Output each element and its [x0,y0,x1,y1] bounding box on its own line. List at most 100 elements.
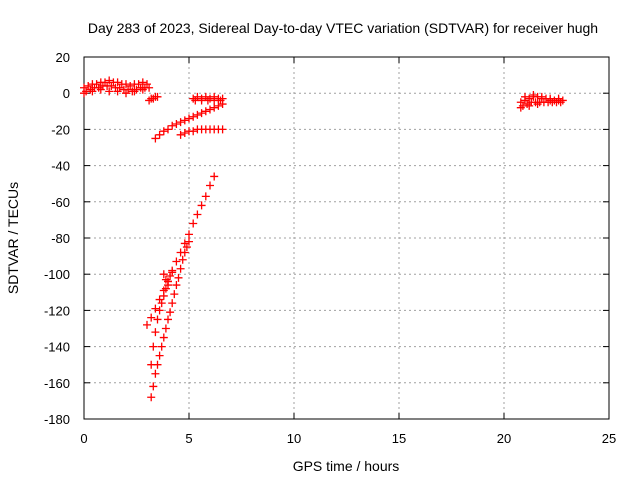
x-tick-label: 0 [80,431,87,446]
data-point [138,78,147,87]
data-point [170,290,179,299]
data-point [193,92,202,101]
data-point [149,342,158,351]
data-point [134,80,143,89]
data-point [88,87,97,96]
data-point [145,96,154,105]
x-tick-label: 10 [287,431,301,446]
data-point [210,103,219,112]
data-point [554,94,563,103]
data-point [218,100,227,109]
data-point [168,299,177,308]
y-axis-label: SDTVAR / TECUs [5,182,21,294]
data-point [172,281,181,290]
data-point [113,87,122,96]
data-point [161,324,170,333]
data-point [151,369,160,378]
data-point [143,320,151,329]
data-point [147,313,156,322]
data-point [185,237,193,246]
data-point [189,127,198,136]
data-point [206,94,214,103]
data-point [122,80,130,89]
data-point [105,87,114,96]
data-point [115,83,124,92]
data-point [197,201,206,210]
data-point [180,116,189,125]
data-point [143,80,151,89]
data-point [145,83,154,92]
y-tick-label: -180 [44,412,70,427]
series-1 [145,92,162,105]
data-point [523,100,532,109]
data-point [138,85,147,94]
data-point [157,299,166,308]
series-2 [189,92,227,105]
tick-layer: 0 5 10 15 20 25 20 0 -20 -40 -60 -80 -100 -120 -140 -16… [44,50,616,446]
data-point [201,192,210,201]
data-point [166,272,175,281]
data-point [86,85,95,94]
data-point [180,129,189,138]
data-point [164,315,172,324]
data-point [558,96,567,105]
data-point [105,76,114,85]
y-tick-label: -100 [44,267,70,282]
data-point [155,351,164,360]
data-point [92,80,101,89]
data-point [201,92,210,101]
data-point [189,94,198,103]
data-point [130,87,139,96]
y-tick-label: -140 [44,340,70,355]
data-point [214,101,223,110]
x-tick-label: 15 [392,431,406,446]
series-4 [176,125,227,139]
data-point [193,210,202,219]
data-point [147,393,156,402]
data-point [159,270,168,279]
data-point [546,94,555,103]
data-point [516,103,525,112]
data-point [182,243,191,252]
y-tick-label: -80 [51,231,70,246]
data-point [197,109,206,118]
data-point [151,328,160,337]
data-point [149,94,158,103]
data-point [201,107,210,116]
data-point [159,127,168,136]
data-point [206,181,214,190]
data-point [126,81,135,90]
data-point [151,304,160,313]
series-7 [147,266,177,369]
data-point [168,121,177,130]
data-point [149,382,158,391]
data-point [180,248,189,257]
data-point [159,291,168,300]
grid-layer [84,57,609,419]
y-tick-label: 0 [63,86,70,101]
series-5 [143,172,219,329]
data-point [168,266,177,275]
data-point [113,78,122,87]
data-point [176,118,185,127]
data-point [176,130,185,139]
data-point [147,360,156,369]
data-point [122,89,130,98]
data-point [101,78,109,87]
data-point [161,275,170,284]
data-point [525,101,534,110]
data-point [84,81,93,90]
chart-title: Day 283 of 2023, Sidereal Day-to-day VTE… [88,20,598,36]
data-point [521,92,529,101]
data-point [157,342,166,351]
data-point [151,134,160,143]
data-point [155,295,164,304]
data-point [155,306,164,315]
x-tick-label: 5 [185,431,192,446]
data-point [556,98,565,107]
data-point [206,105,214,114]
data-point [96,85,105,94]
y-tick-label: -60 [51,195,70,210]
data-point [124,85,133,94]
